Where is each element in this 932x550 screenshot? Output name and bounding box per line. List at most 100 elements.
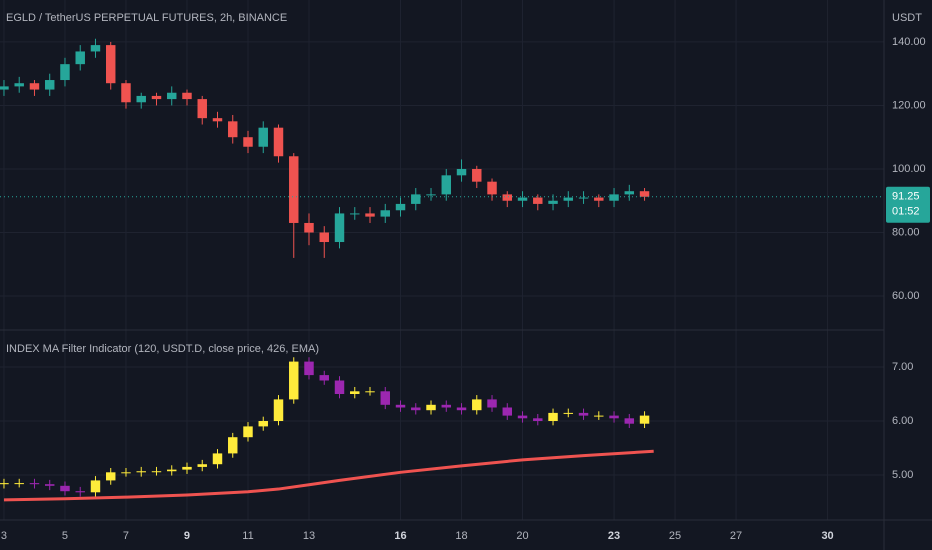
candle-body [578,197,589,199]
candle-body [487,399,497,408]
candle-body [548,200,558,204]
candle-body [0,483,9,485]
candle-body [563,197,574,201]
x-tick-label: 25 [669,530,681,542]
candle-body [563,412,574,414]
candle-body [441,404,451,408]
chart-title: EGLD / TetherUS PERPETUAL FUTURES, 2h, B… [6,12,287,24]
candle-body [197,99,207,119]
candle-body [228,437,238,454]
x-tick-label: 9 [184,530,190,542]
y-tick-label: 6.00 [892,415,913,427]
candle-body [350,391,360,394]
candle-body [121,472,131,474]
candle-body [136,95,146,103]
y-tick-label: 7.00 [892,361,913,373]
candle-body [487,181,497,195]
candle-body [411,194,421,204]
candle-body [212,453,223,465]
x-tick-label: 23 [608,530,620,542]
candle-body [639,191,650,197]
x-tick-label: 3 [1,530,7,542]
candle-body [533,197,543,204]
x-tick-label: 7 [123,530,129,542]
candle-body [182,92,192,100]
candle-body [258,421,268,427]
candle-body [106,45,116,84]
indicator-title: INDEX MA Filter Indicator (120, USDT.D, … [6,343,319,355]
candle-body [624,418,635,424]
x-tick-label: 16 [394,530,406,542]
x-tick-label: 20 [516,530,528,542]
x-tick-label: 27 [730,530,742,542]
candle-body [548,412,558,422]
ema-line [3,449,654,502]
candle-body [456,168,467,176]
candle-body [29,83,40,90]
candle-body [0,86,9,90]
candle-body [243,426,253,438]
y-tick-label: 80.00 [892,226,920,238]
candle-body [517,197,528,201]
x-tick-label: 18 [455,530,467,542]
x-tick-label: 5 [62,530,68,542]
y-tick-label: 100.00 [892,163,926,175]
candle-body [411,407,421,411]
candle-body [365,213,375,217]
last-price-box [886,186,930,223]
candle-body [426,404,436,411]
candle-body [289,361,299,400]
candle-body [472,399,482,411]
candle-body [243,137,253,147]
candle-body [365,391,375,393]
candle-body [167,469,177,472]
candle-body [609,194,619,201]
candle-body [90,45,101,52]
y-tick-label: 5.00 [892,469,913,481]
countdown-label: 01:52 [892,206,920,218]
candle-body [578,412,589,416]
candle-body [395,203,406,211]
candle-body [136,471,146,473]
candle-body [197,464,207,467]
candle-body [502,194,513,201]
candle-body [395,404,406,408]
candle-body [426,194,436,196]
candle-body [167,92,177,100]
candle-body [380,391,390,405]
candle-body [350,213,360,215]
candle-body [75,491,85,493]
candle-body [380,210,390,217]
candle-body [289,156,299,223]
candle-body [228,121,238,138]
candle-body [517,415,528,419]
y-tick-label: 140.00 [892,36,926,48]
candle-body [75,51,85,65]
candle-body [304,361,314,376]
candle-body [441,175,451,195]
candle-body [594,197,604,201]
x-tick-label: 13 [303,530,315,542]
candle-body [106,472,116,481]
y-axis-label: USDT [892,12,922,24]
candle-body [182,466,192,470]
candle-body [304,222,314,233]
candle-body [533,418,543,422]
labels-layer: 60.00 80.00 100.00 120.00 140.00 91.25 01:52 5.… [1,36,930,542]
candle-body [29,483,40,485]
candle-body [258,127,268,147]
x-tick-label: 30 [821,530,833,542]
candle-body [151,95,162,100]
candle-body [14,483,24,485]
candle-body [502,407,513,416]
last-price-label: 91.25 [892,191,920,203]
candle-body [639,415,650,424]
candle-body [456,407,467,411]
candle-body [14,83,24,87]
candle-body [212,118,223,122]
candle-body [44,80,55,90]
candle-body [334,213,345,243]
candle-body [273,127,284,157]
